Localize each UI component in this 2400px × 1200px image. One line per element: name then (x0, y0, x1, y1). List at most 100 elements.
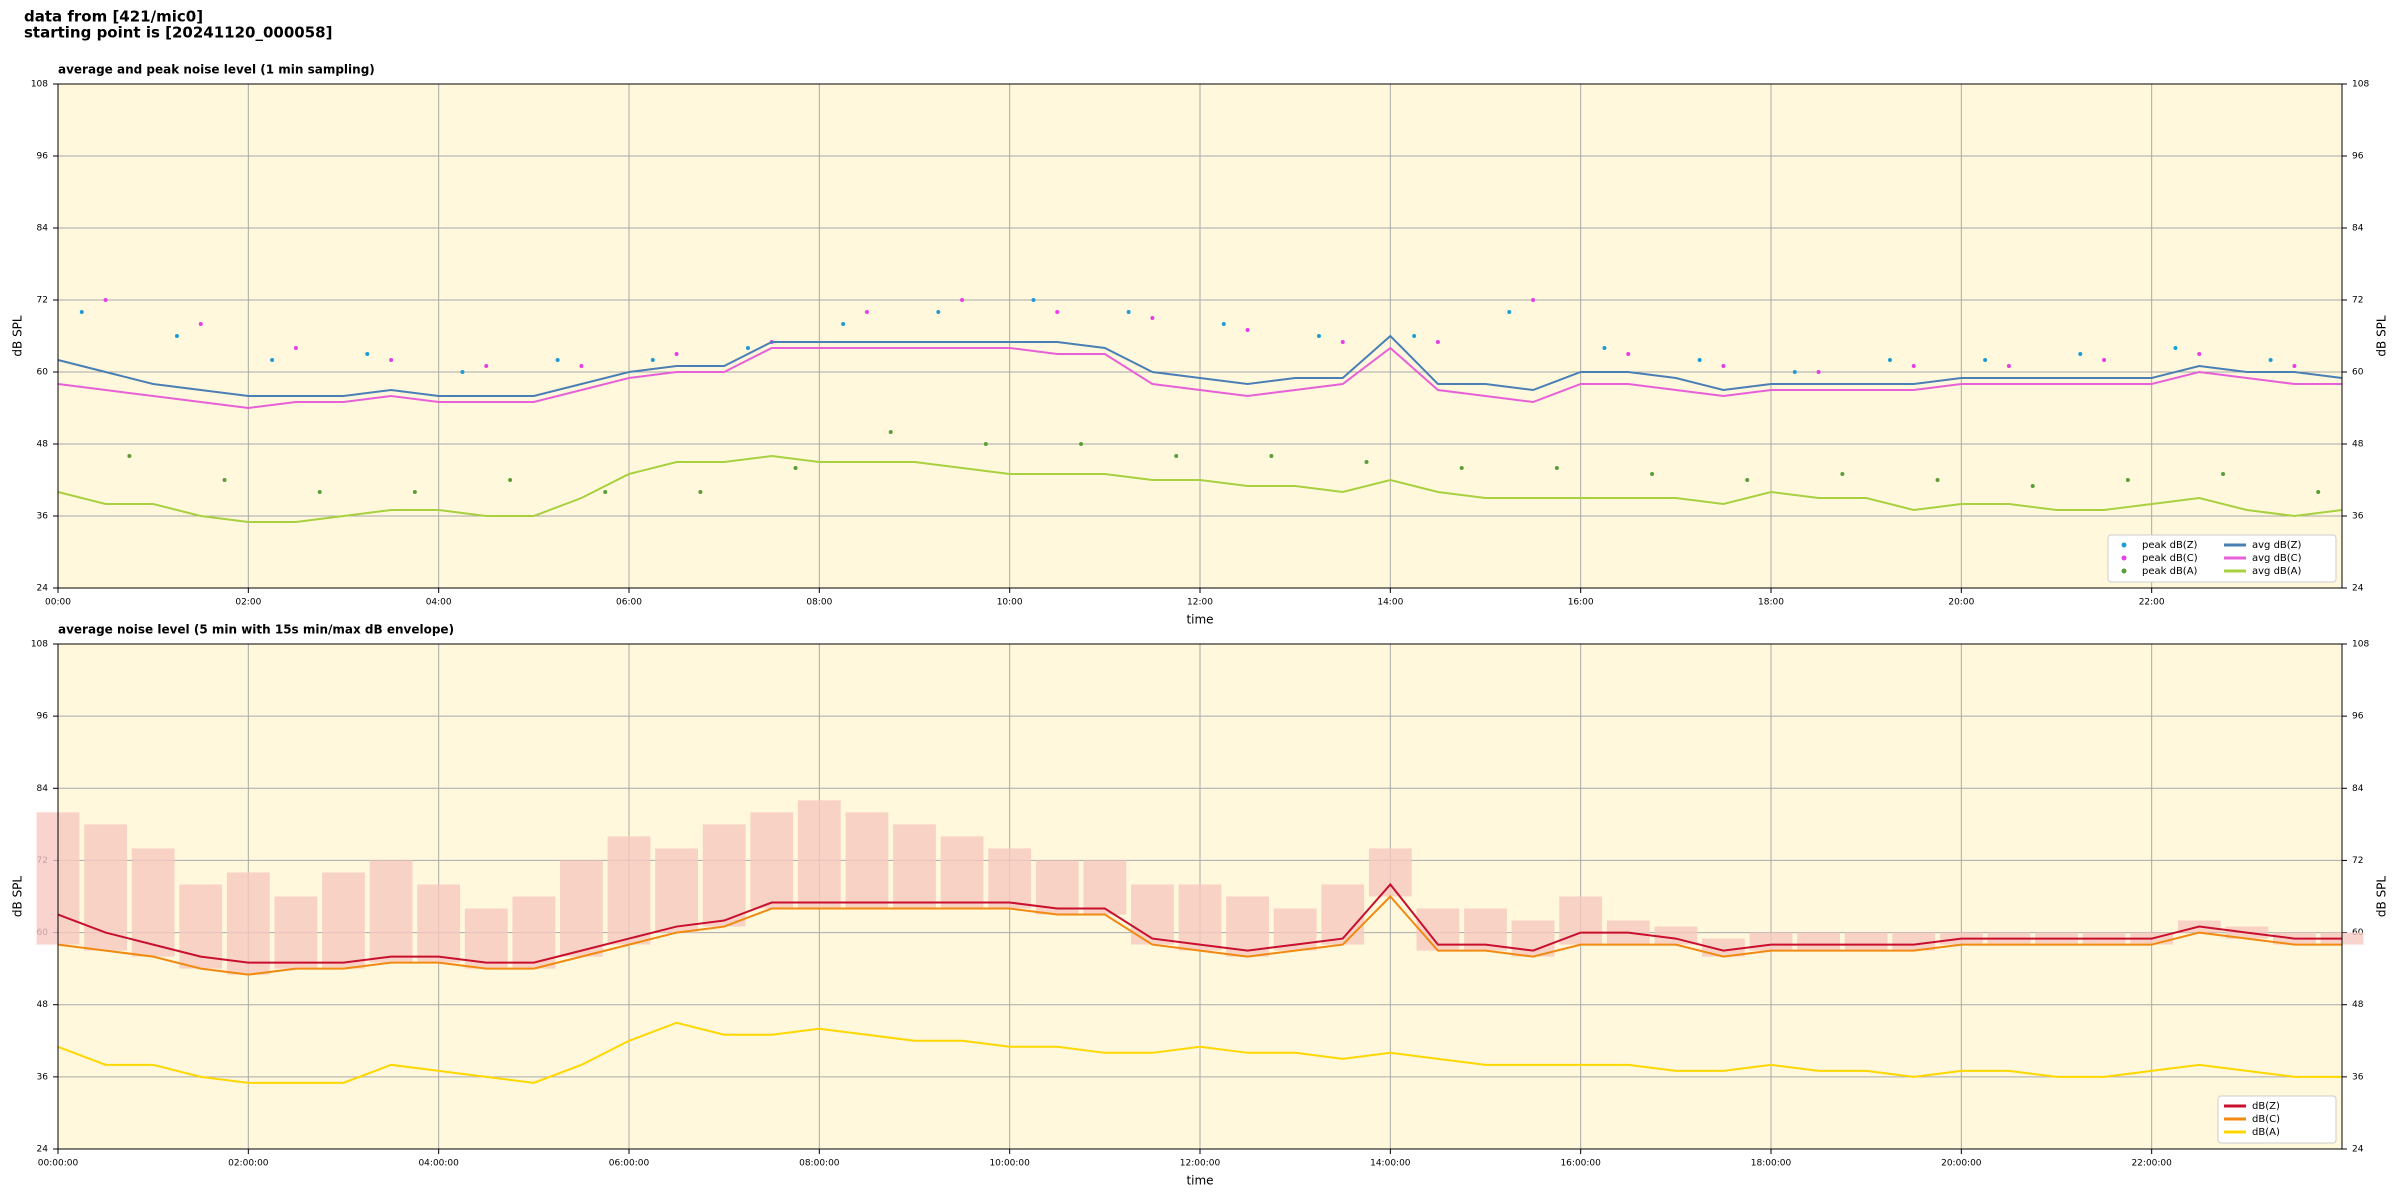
peak-point (365, 352, 370, 356)
peak-point (1602, 346, 1607, 350)
envelope-bar (1178, 884, 1222, 951)
legend-marker (2121, 542, 2127, 548)
x-tick-label: 16:00 (1568, 598, 1594, 608)
peak-point (1174, 454, 1179, 458)
y2-tick-label: 36 (2352, 512, 2364, 522)
peak-point (983, 442, 988, 446)
peak-point (1340, 340, 1345, 344)
peak-point (1840, 472, 1845, 476)
peak-point (2197, 352, 2202, 356)
y-tick-label: 48 (37, 440, 49, 450)
legend-label: avg dB(A) (2252, 566, 2302, 577)
y-tick-label: 24 (37, 1145, 49, 1155)
peak-point (222, 478, 227, 482)
x-tick-label: 20:00 (1948, 598, 1974, 608)
y-tick-label: 96 (37, 152, 49, 162)
y2-axis-label: dB SPL (2375, 876, 2389, 918)
peak-point (2268, 358, 2273, 362)
y2-tick-label: 48 (2352, 1000, 2364, 1010)
envelope-bar (797, 800, 841, 909)
y-tick-label: 96 (37, 712, 49, 722)
legend-label: peak dB(C) (2142, 553, 2198, 564)
envelope-bar (1797, 932, 1840, 951)
peak-point (412, 490, 417, 494)
y2-tick-label: 96 (2352, 152, 2364, 162)
envelope-bar (464, 908, 508, 969)
peak-point (1745, 478, 1750, 482)
peak-point (1792, 370, 1797, 374)
peak-point (2221, 472, 2226, 476)
peak-point (293, 346, 298, 350)
x-tick-label: 08:00:00 (799, 1159, 840, 1169)
peak-point (198, 322, 203, 326)
peak-point (508, 478, 513, 482)
y2-tick-label: 108 (2352, 80, 2369, 90)
peak-point (2102, 358, 2107, 362)
legend-label: peak dB(Z) (2142, 540, 2198, 551)
envelope-bar (1654, 926, 1698, 945)
y-tick-label: 48 (37, 1000, 49, 1010)
x-tick-label: 04:00:00 (418, 1159, 459, 1169)
peak-point (936, 310, 941, 314)
peak-point (1435, 340, 1440, 344)
legend-label: dB(C) (2252, 1114, 2280, 1125)
envelope-bar (1464, 908, 1507, 951)
peak-point (270, 358, 275, 362)
peak-point (389, 358, 394, 362)
x-tick-label: 16:00:00 (1560, 1159, 1601, 1169)
peak-point (888, 430, 893, 434)
envelope-bar (1321, 884, 1365, 945)
peak-point (484, 364, 489, 368)
header-line: starting point is [20241120_000058] (24, 24, 332, 42)
x-tick-label: 22:00 (2139, 598, 2165, 608)
envelope-bar (1035, 860, 1079, 915)
legend-box (2217, 1095, 2337, 1144)
peak-point (1316, 334, 1321, 338)
legend-marker (2121, 555, 2127, 561)
y-tick-label: 108 (31, 80, 48, 90)
chart-title: average and peak noise level (1 min samp… (58, 63, 375, 77)
legend-label: dB(A) (2252, 1127, 2280, 1138)
peak-point (698, 490, 703, 494)
peak-point (1269, 454, 1274, 458)
peak-point (1459, 466, 1464, 470)
x-tick-label: 12:00:00 (1180, 1159, 1221, 1169)
y2-tick-label: 36 (2352, 1072, 2364, 1082)
peak-point (1412, 334, 1417, 338)
x-tick-label: 00:00:00 (38, 1159, 79, 1169)
y2-tick-label: 72 (2352, 296, 2363, 306)
peak-point (127, 454, 132, 458)
peak-point (1721, 364, 1726, 368)
x-tick-label: 00:00 (45, 598, 71, 608)
x-tick-label: 02:00 (235, 598, 261, 608)
envelope-bar (893, 824, 936, 909)
y-axis-label: dB SPL (11, 876, 25, 918)
envelope-bar (1749, 932, 1793, 951)
x-tick-label: 10:00:00 (989, 1159, 1030, 1169)
y-tick-label: 60 (37, 368, 49, 378)
envelope-bar (1559, 896, 1603, 945)
x-tick-label: 20:00:00 (1941, 1159, 1982, 1169)
peak-point (864, 310, 869, 314)
y2-tick-label: 96 (2352, 712, 2364, 722)
peak-point (960, 298, 965, 302)
header-line: data from [421/mic0] (24, 8, 203, 26)
chart-title: average noise level (5 min with 15s min/… (58, 623, 454, 637)
peak-point (1055, 310, 1060, 314)
peak-point (1911, 364, 1916, 368)
envelope-bar (607, 836, 651, 945)
envelope-bar (560, 860, 603, 957)
peak-point (674, 352, 679, 356)
peak-point (103, 298, 108, 302)
envelope-bar (131, 848, 175, 957)
peak-point (1245, 328, 1250, 332)
peak-point (1697, 358, 1702, 362)
peak-point (460, 370, 465, 374)
x-tick-label: 04:00 (426, 598, 452, 608)
series-line (57, 1021, 2342, 1084)
envelope-bar (226, 872, 270, 975)
series-line (57, 882, 2342, 964)
envelope-bar (750, 812, 794, 909)
envelope-bar (940, 836, 984, 909)
